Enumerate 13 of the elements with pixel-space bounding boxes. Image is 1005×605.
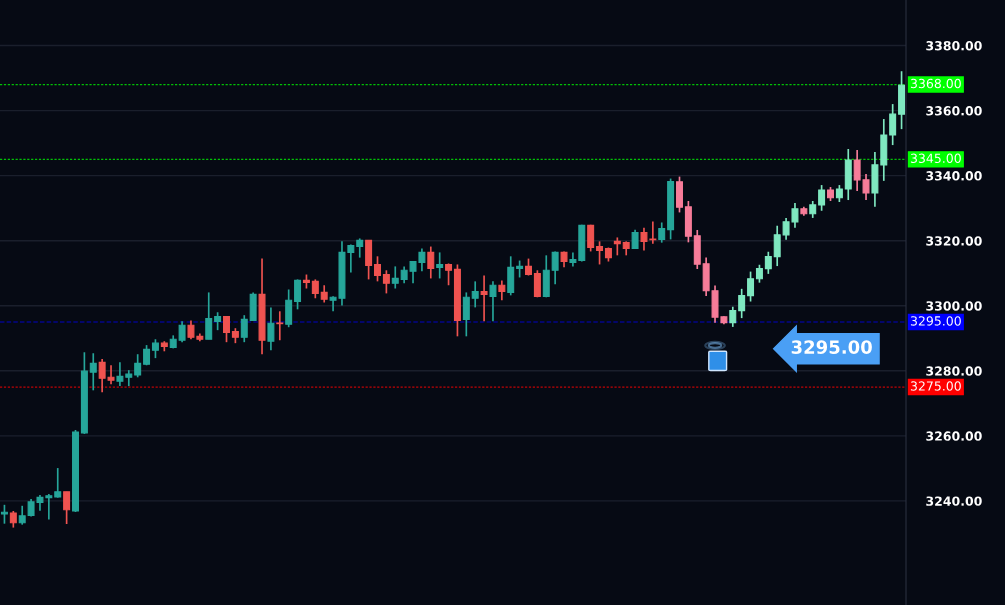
y-tick-label: 3360.00 (926, 106, 982, 116)
y-tick-label: 3280.00 (926, 366, 982, 376)
annotation: 3295.00 (791, 340, 872, 354)
y-tick-label: 3260.00 (926, 431, 982, 441)
ref-line-label: 3345.00 (910, 153, 961, 164)
ref-line-label: 3295.00 (910, 316, 961, 326)
y-tick-label: 3380.00 (926, 41, 982, 51)
y-tick-label: 3300.00 (926, 301, 982, 311)
y-tick-label: 3320.00 (926, 236, 982, 246)
ref-line-label: 3275.00 (910, 381, 961, 391)
y-tick-label: 3240.00 (926, 496, 982, 506)
y-tick-label: 3340.00 (926, 171, 982, 181)
ref-line-label: 3368.00 (910, 78, 961, 89)
